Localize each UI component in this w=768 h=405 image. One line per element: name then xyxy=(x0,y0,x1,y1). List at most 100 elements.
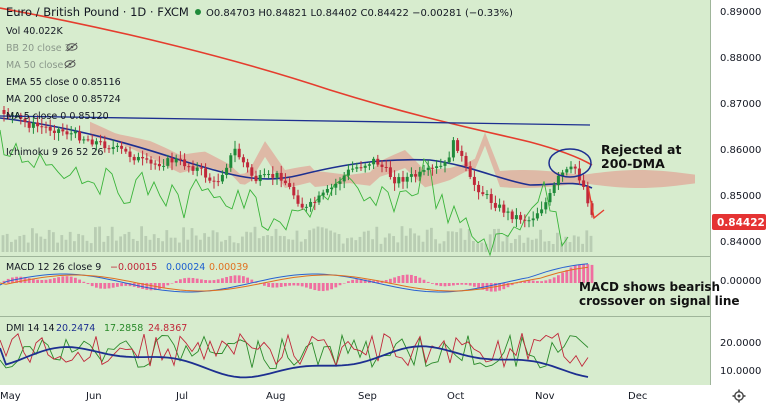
volume-bar xyxy=(589,235,593,252)
macd-histogram-bar xyxy=(435,283,438,286)
macd-histogram-bar xyxy=(464,283,468,285)
volume-bar xyxy=(392,236,395,252)
candle-body xyxy=(342,175,346,182)
macd-histogram-bar xyxy=(292,283,296,286)
eye-slash-icon[interactable] xyxy=(66,42,78,52)
candle-body xyxy=(523,219,527,221)
macd-histogram-bar xyxy=(527,280,531,283)
candle-body xyxy=(229,155,233,168)
candle-body xyxy=(275,172,279,178)
macd-histogram-bar xyxy=(317,283,321,291)
candle-body xyxy=(212,180,216,182)
price-tick: 0.84000 xyxy=(720,237,761,248)
rejection-highlight-ellipse[interactable] xyxy=(548,148,592,178)
candle-body xyxy=(61,129,65,132)
macd-histogram-bar xyxy=(27,278,31,283)
candle-body xyxy=(527,220,531,222)
indicator-lines xyxy=(0,7,593,257)
ohlc-readout: O0.84703 H0.84821 L0.84402 C0.84422 −0.0… xyxy=(206,8,513,19)
macd-histogram-bar xyxy=(279,283,283,287)
legend-ema55[interactable]: EMA 55 close 0 0.85116 xyxy=(6,77,121,88)
projection-arrow xyxy=(587,185,605,220)
candle-body xyxy=(279,172,283,181)
macd-histogram-bar xyxy=(124,283,128,286)
volume-bar xyxy=(446,231,450,252)
legend-ma50[interactable]: MA 50 close xyxy=(6,60,63,71)
candle-body xyxy=(115,145,119,148)
legend-ichimoku[interactable]: Ichimoku 9 26 52 26 xyxy=(6,147,103,158)
macd-histogram-bar xyxy=(569,267,573,283)
macd-histogram-bar xyxy=(519,281,522,283)
candle-body xyxy=(556,175,560,186)
candle-body xyxy=(363,165,367,168)
volume-bar xyxy=(283,236,286,252)
legend-vol[interactable]: Vol 40.022K xyxy=(6,26,63,37)
volume-bar xyxy=(535,238,538,252)
macd-histogram-bar xyxy=(481,283,485,290)
volume-bar xyxy=(10,241,13,252)
candle-body xyxy=(111,147,115,149)
volume-bar xyxy=(514,238,517,252)
dmi-plus-line xyxy=(0,345,589,379)
ma200-line xyxy=(0,7,593,166)
legend-ma5[interactable]: MA 5 close 0 0.85120 xyxy=(6,111,109,122)
legend-bb[interactable]: BB 20 close 2 xyxy=(6,43,71,54)
macd-histogram-bar xyxy=(342,283,346,284)
volume-bar xyxy=(215,232,219,252)
macd-histogram-bar xyxy=(401,275,405,283)
candle-body xyxy=(544,202,548,210)
candle-body xyxy=(254,175,258,182)
volume-bar xyxy=(220,241,223,252)
annotation-rejected-line2: 200-DMA xyxy=(601,156,665,171)
candle-body xyxy=(220,174,224,182)
macd-histogram-bar xyxy=(393,277,396,283)
dmi-legend-label[interactable]: DMI 14 14 xyxy=(6,323,55,334)
candle-body xyxy=(506,211,510,213)
dmi-axis-tick: 20.0000 xyxy=(720,338,761,349)
volume-bar xyxy=(564,236,568,252)
volume-bar xyxy=(350,237,353,252)
candle-body xyxy=(94,141,98,145)
volume-bar xyxy=(358,236,362,252)
macd-histogram-bar xyxy=(246,277,249,283)
volume-bar xyxy=(131,238,135,252)
symbol-title[interactable]: Euro / British Pound · 1D · FXCM xyxy=(6,5,189,19)
macd-histogram-bar xyxy=(590,264,594,283)
eye-slash-icon[interactable] xyxy=(64,59,76,69)
time-label: Nov xyxy=(535,391,555,402)
candle-body xyxy=(216,181,220,183)
volume-bar xyxy=(64,239,68,252)
volume-bar xyxy=(291,239,295,252)
volume-bar xyxy=(60,235,64,252)
macd-histogram-bar xyxy=(452,283,455,286)
symbol-status-dot xyxy=(195,9,201,15)
candle-body xyxy=(162,165,166,167)
candle-body xyxy=(485,194,489,196)
macd-histogram-bar xyxy=(326,283,329,291)
macd-histogram-bar xyxy=(313,283,317,291)
macd-histogram-bar xyxy=(405,274,409,283)
resistance-trendline[interactable] xyxy=(0,115,591,126)
price-tick: 0.86000 xyxy=(720,145,761,156)
candle-body xyxy=(27,122,31,128)
macd-histogram-bar xyxy=(242,276,245,283)
volume-bar xyxy=(434,239,437,252)
macd-histogram-bar xyxy=(506,283,510,288)
macd-legend-label[interactable]: MACD 12 26 close 9 xyxy=(6,262,101,273)
legend-ma200[interactable]: MA 200 close 0 0.85724 xyxy=(6,94,121,105)
macd-histogram-bar xyxy=(456,283,459,285)
volume-bar xyxy=(400,226,404,252)
dmi-legend-value-plus: 20.2474 xyxy=(56,323,95,334)
ema55-line xyxy=(0,117,593,189)
gear-icon[interactable] xyxy=(732,389,746,403)
macd-histogram-bar xyxy=(494,283,497,292)
candle-body xyxy=(199,167,203,169)
candle-body xyxy=(489,194,493,203)
candle-body xyxy=(388,167,392,178)
volume-bar xyxy=(560,242,563,252)
macd-histogram-bar xyxy=(111,283,115,288)
volume-bar xyxy=(77,233,80,252)
volume-bar xyxy=(56,242,59,252)
volume-bar xyxy=(547,241,551,252)
